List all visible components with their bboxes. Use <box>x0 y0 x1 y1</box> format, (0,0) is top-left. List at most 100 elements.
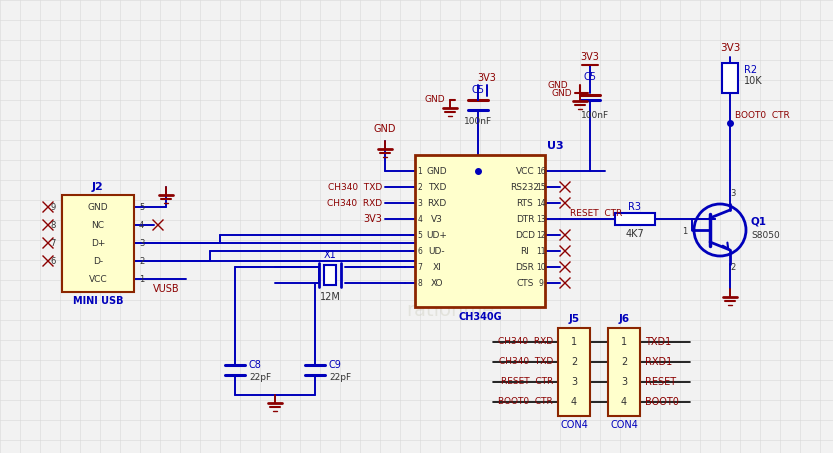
Text: V3: V3 <box>431 215 443 223</box>
Text: 4: 4 <box>417 215 422 223</box>
Text: DSR: DSR <box>516 262 535 271</box>
Text: CTS: CTS <box>516 279 534 288</box>
Text: GND: GND <box>426 167 447 175</box>
Text: BOOT0  CTR: BOOT0 CTR <box>735 111 790 120</box>
Text: 10K: 10K <box>744 76 763 86</box>
Text: UD+: UD+ <box>426 231 447 240</box>
Text: CH340  RXD: CH340 RXD <box>327 198 382 207</box>
Text: 4: 4 <box>621 397 627 407</box>
Text: GND: GND <box>551 88 572 97</box>
Text: 7: 7 <box>417 262 422 271</box>
Text: CH340  TXD: CH340 TXD <box>499 357 553 366</box>
Text: 4: 4 <box>139 221 144 230</box>
Text: 3V3: 3V3 <box>363 214 382 224</box>
Text: MINI USB: MINI USB <box>72 296 123 306</box>
Text: 10: 10 <box>536 262 546 271</box>
Text: 16: 16 <box>536 167 546 175</box>
Text: D+: D+ <box>91 238 105 247</box>
Text: R3: R3 <box>629 202 641 212</box>
Text: BOOT0  CTR: BOOT0 CTR <box>498 397 553 406</box>
Text: 6: 6 <box>51 256 56 265</box>
Text: DCD: DCD <box>515 231 535 240</box>
Text: 100nF: 100nF <box>581 111 609 120</box>
Text: 1: 1 <box>681 227 687 236</box>
Text: RESET: RESET <box>645 377 676 387</box>
Text: 8: 8 <box>417 279 422 288</box>
Text: 1: 1 <box>139 275 144 284</box>
Text: CH340G: CH340G <box>458 312 501 322</box>
Text: R2: R2 <box>744 65 757 75</box>
Text: Q1: Q1 <box>751 217 767 227</box>
Text: 2: 2 <box>621 357 627 367</box>
Text: J6: J6 <box>618 314 630 324</box>
Text: 5: 5 <box>417 231 422 240</box>
Text: RESET  CTR: RESET CTR <box>570 208 622 217</box>
Text: DTR: DTR <box>516 215 534 223</box>
Text: BOOT0: BOOT0 <box>645 397 679 407</box>
Text: VCC: VCC <box>516 167 534 175</box>
Text: GND: GND <box>424 96 445 105</box>
Text: 9: 9 <box>539 279 543 288</box>
Text: TXD: TXD <box>428 183 446 192</box>
Text: 7: 7 <box>51 238 56 247</box>
Text: 9: 9 <box>51 202 56 212</box>
Text: 11: 11 <box>536 246 546 255</box>
Text: C5: C5 <box>583 72 596 82</box>
Text: CON4: CON4 <box>560 420 588 430</box>
Text: 22pF: 22pF <box>329 374 352 382</box>
Text: J5: J5 <box>568 314 580 324</box>
Text: 2: 2 <box>571 357 577 367</box>
Text: 3: 3 <box>139 238 144 247</box>
Text: 13: 13 <box>536 215 546 223</box>
Text: 2: 2 <box>139 256 144 265</box>
Text: 3: 3 <box>731 189 736 198</box>
Text: CH340  RXD: CH340 RXD <box>498 337 553 347</box>
Text: 2: 2 <box>417 183 422 192</box>
Bar <box>722 63 738 93</box>
Text: 1: 1 <box>417 167 422 175</box>
Text: 3V3: 3V3 <box>581 52 600 62</box>
Text: VCC: VCC <box>88 275 107 284</box>
Text: RS232: RS232 <box>511 183 540 192</box>
Bar <box>615 213 655 225</box>
Text: C8: C8 <box>249 360 262 370</box>
Text: 8: 8 <box>51 221 56 230</box>
Text: rationme: rationme <box>406 300 494 319</box>
Text: 3: 3 <box>621 377 627 387</box>
Bar <box>415 155 545 307</box>
Text: 3: 3 <box>417 198 422 207</box>
Text: RTS: RTS <box>516 198 533 207</box>
Text: 22pF: 22pF <box>249 374 271 382</box>
Text: RI: RI <box>521 246 530 255</box>
Text: TXD1: TXD1 <box>645 337 671 347</box>
Bar <box>558 328 590 416</box>
Text: X1: X1 <box>324 250 337 260</box>
Text: GND: GND <box>87 202 108 212</box>
Text: 2: 2 <box>731 264 736 273</box>
Text: 6: 6 <box>417 246 422 255</box>
Bar <box>324 265 336 285</box>
Text: 3V3: 3V3 <box>720 43 741 53</box>
Text: C9: C9 <box>329 360 342 370</box>
Text: CON4: CON4 <box>610 420 638 430</box>
Text: 5: 5 <box>139 202 144 212</box>
Text: J2: J2 <box>92 182 104 192</box>
Text: U3: U3 <box>547 141 564 151</box>
Text: GND: GND <box>547 81 568 90</box>
Text: 14: 14 <box>536 198 546 207</box>
Text: XO: XO <box>431 279 443 288</box>
Text: 100nF: 100nF <box>464 117 492 126</box>
Text: 4: 4 <box>571 397 577 407</box>
Text: C5: C5 <box>471 85 485 95</box>
Text: 12: 12 <box>536 231 546 240</box>
Text: D-: D- <box>93 256 103 265</box>
Text: UD-: UD- <box>429 246 446 255</box>
Text: GND: GND <box>374 124 397 134</box>
Text: CH340  TXD: CH340 TXD <box>327 183 382 192</box>
Text: 1: 1 <box>621 337 627 347</box>
Bar <box>62 195 134 292</box>
Text: 1: 1 <box>571 337 577 347</box>
Text: 12M: 12M <box>320 292 341 302</box>
Text: 15: 15 <box>536 183 546 192</box>
Text: 3V3: 3V3 <box>477 73 496 83</box>
